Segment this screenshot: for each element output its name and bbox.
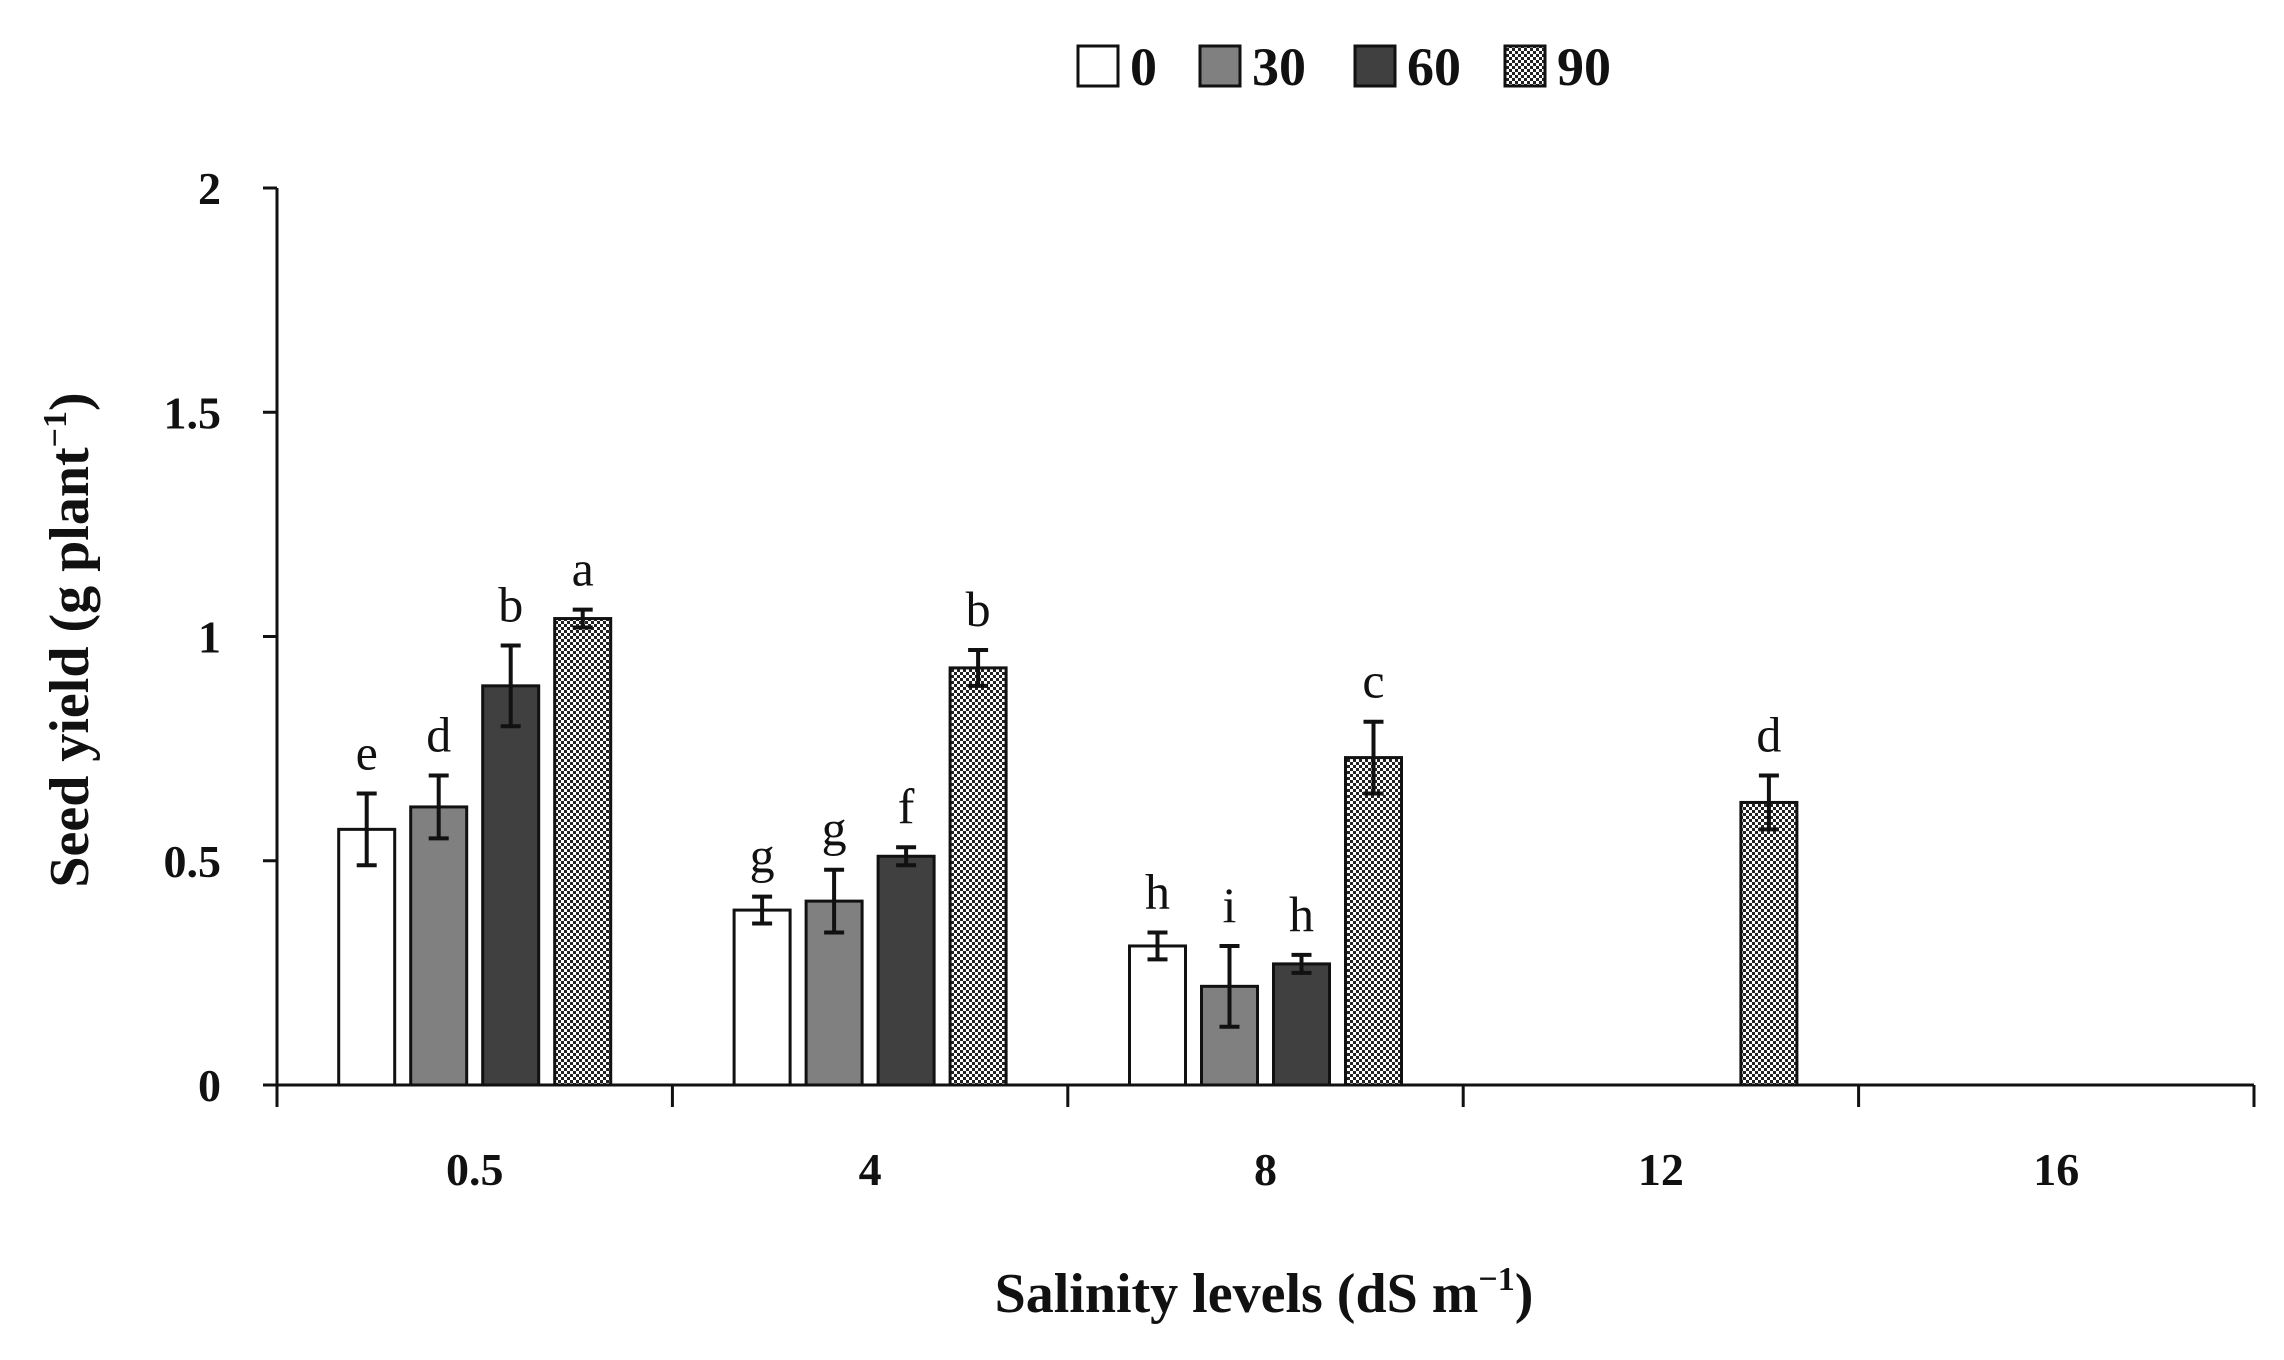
significance-label: c xyxy=(1362,653,1384,709)
bar-0-8 xyxy=(1128,944,1187,1087)
significance-label: d xyxy=(1756,707,1781,763)
y-tick-label: 1.5 xyxy=(164,387,222,438)
significance-label: f xyxy=(898,778,915,834)
bar-90-0.5 xyxy=(553,617,613,1087)
x-tick-label: 8 xyxy=(1254,1144,1277,1195)
significance-label: b xyxy=(498,576,523,632)
legend-label-0: 0 xyxy=(1130,37,1157,97)
significance-label: b xyxy=(966,581,991,637)
y-axis-title: Seed yield (g plant−1) xyxy=(37,392,101,887)
legend-swatch-30 xyxy=(1198,44,1242,88)
x-ticks: 0.5 4 8 12 16 xyxy=(275,1085,2256,1195)
x-tick-label: 16 xyxy=(2033,1144,2079,1195)
error-bars xyxy=(356,607,1779,1029)
y-tick-label: 0 xyxy=(198,1060,221,1111)
bar-60-4 xyxy=(876,854,936,1087)
legend-swatch-60 xyxy=(1353,44,1397,88)
bar-0-0.5 xyxy=(337,827,397,1087)
bar-30-4 xyxy=(804,899,864,1087)
bar-0-4 xyxy=(732,908,792,1087)
bar-30-0.5 xyxy=(409,805,469,1087)
legend-label-30: 30 xyxy=(1252,37,1306,97)
y-ticks: 0 0.5 1 1.5 2 xyxy=(164,163,277,1111)
legend-swatch-0 xyxy=(1076,44,1120,88)
y-tick-label: 0.5 xyxy=(164,836,222,887)
x-tick-label: 4 xyxy=(859,1144,882,1195)
significance-label: h xyxy=(1145,864,1170,920)
bar-90-12 xyxy=(1739,800,1799,1087)
bar-60-8 xyxy=(1272,962,1331,1087)
significance-label: g xyxy=(822,801,847,857)
y-tick-label: 2 xyxy=(198,163,221,214)
legend-label-60: 60 xyxy=(1407,37,1461,97)
y-tick-label: 1 xyxy=(198,612,221,663)
chart-legend: 0 30 60 90 xyxy=(1076,37,1611,97)
bar-60-0.5 xyxy=(481,684,541,1087)
significance-label: i xyxy=(1223,877,1237,933)
legend-label-90: 90 xyxy=(1557,37,1611,97)
bars xyxy=(337,617,1799,1087)
significance-label: e xyxy=(356,724,378,780)
bar-90-4 xyxy=(948,666,1008,1087)
legend-swatch-90 xyxy=(1503,44,1547,88)
significance-label: g xyxy=(750,828,775,884)
significance-label: h xyxy=(1289,886,1314,942)
significance-label: a xyxy=(572,541,594,597)
significance-label: d xyxy=(426,707,451,763)
x-axis-title: Salinity levels (dS m−1) xyxy=(995,1261,1534,1325)
bar-90-8 xyxy=(1344,756,1403,1087)
x-tick-label: 12 xyxy=(1638,1144,1684,1195)
x-tick-label: 0.5 xyxy=(446,1144,504,1195)
